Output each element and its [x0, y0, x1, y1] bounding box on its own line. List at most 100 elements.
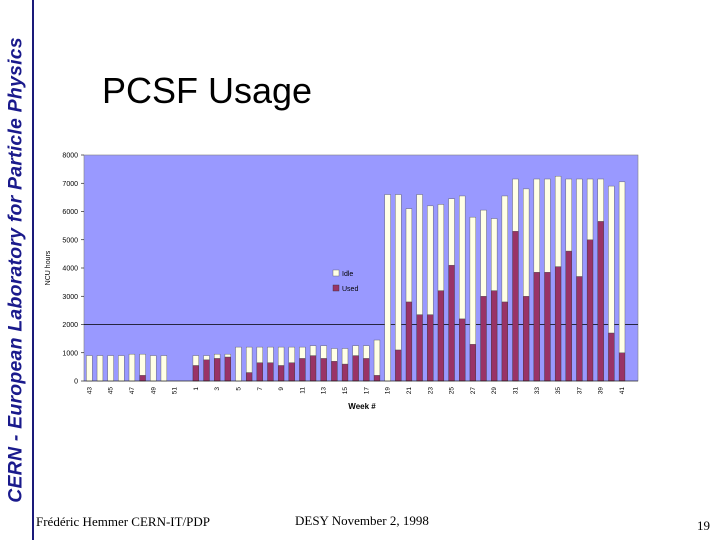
bar-used [544, 272, 551, 382]
footer-event: DESY November 2, 1998 [295, 513, 429, 528]
bar-idle [416, 194, 423, 315]
bar-idle [384, 194, 391, 382]
bar-idle [214, 353, 221, 359]
y-tick-label: 6000 [62, 209, 78, 216]
x-tick-label: 1 [193, 387, 200, 391]
bar-idle [395, 194, 402, 351]
x-tick-label: 31 [512, 387, 519, 395]
bar-idle [331, 348, 338, 362]
bar-used [501, 301, 508, 382]
bar-idle [246, 346, 253, 373]
bar-used [565, 250, 572, 382]
bar-idle [107, 355, 114, 382]
x-tick-label: 13 [321, 387, 328, 395]
bar-used [618, 352, 626, 382]
bar-idle [363, 345, 370, 359]
bar-used [437, 290, 445, 382]
bar-used [448, 264, 455, 382]
bar-used [267, 362, 274, 382]
bar-idle [128, 353, 136, 382]
x-tick-label: 39 [598, 387, 605, 395]
x-tick-label: 21 [406, 387, 413, 395]
bar-used [224, 356, 231, 382]
bar-idle [373, 339, 381, 376]
bar-idle [491, 218, 498, 291]
bar-idle [86, 355, 93, 382]
legend-label-used: Used [342, 286, 358, 293]
bar-idle [469, 216, 476, 345]
bar-used [597, 221, 604, 382]
bar-used [214, 358, 221, 382]
y-axis-title: NCU hours [45, 250, 52, 285]
bar-idle [192, 355, 199, 366]
bar-idle [523, 188, 530, 297]
sidebar: CERN - European Laboratory for Particle … [0, 0, 34, 540]
bar-idle [224, 353, 231, 358]
y-tick-label: 0 [74, 379, 78, 386]
y-tick-label: 1000 [62, 350, 78, 357]
bar-used [533, 272, 540, 382]
bar-idle [480, 209, 487, 297]
bar-used [320, 358, 327, 382]
y-tick-label: 8000 [62, 153, 78, 160]
bar-idle [320, 345, 327, 359]
legend-swatch-used [332, 284, 340, 292]
bar-used [352, 355, 359, 382]
bar-used [405, 301, 413, 382]
x-tick-label: 3 [214, 387, 221, 391]
x-tick-label: 25 [449, 387, 456, 395]
bar-idle [544, 178, 551, 273]
bar-idle [437, 204, 445, 291]
bar-used [331, 361, 338, 382]
bar-idle [586, 178, 594, 240]
y-tick-label: 4000 [62, 266, 78, 273]
bar-idle [203, 355, 210, 361]
x-tick-label: 17 [363, 387, 370, 395]
bar-used [246, 372, 253, 382]
bar-idle [352, 345, 359, 356]
bar-idle [576, 178, 583, 277]
bar-idle [608, 185, 615, 334]
bar-idle [405, 208, 413, 303]
y-tick-label: 5000 [62, 237, 78, 244]
bar-used [554, 266, 562, 382]
bar-used [576, 276, 583, 382]
bar-idle [533, 178, 540, 273]
footer-author: Frédéric Hemmer CERN-IT/PDP [36, 514, 211, 529]
bar-idle [277, 346, 285, 366]
y-tick-label: 2000 [62, 322, 78, 329]
bar-used [586, 239, 594, 382]
bar-idle [341, 348, 349, 365]
bar-idle [597, 178, 604, 222]
bar-idle [565, 178, 572, 252]
bar-used [288, 362, 295, 382]
x-tick-label: 23 [427, 387, 434, 395]
x-tick-label: 27 [470, 387, 477, 395]
x-tick-label: 9 [278, 387, 285, 391]
slide-title: PCSF Usage [102, 70, 313, 111]
bar-used [491, 290, 498, 382]
x-tick-label: 7 [257, 387, 264, 391]
bar-idle [139, 353, 146, 376]
bar-used [480, 296, 487, 382]
bar-used [395, 349, 402, 382]
bar-used [139, 375, 146, 382]
bar-used [309, 355, 317, 382]
bar-idle [96, 355, 104, 382]
bar-idle [459, 195, 466, 320]
x-axis-title: Week # [348, 402, 376, 411]
x-tick-label: 47 [129, 387, 136, 395]
bar-idle [256, 346, 263, 363]
x-tick-label: 41 [619, 387, 626, 395]
x-tick-label: 37 [576, 387, 583, 395]
legend-label-idle: Idle [342, 271, 353, 278]
bar-idle [448, 198, 455, 266]
x-tick-label: 29 [491, 387, 498, 395]
y-tick-label: 3000 [62, 294, 78, 301]
x-tick-label: 19 [385, 387, 392, 395]
bar-idle [160, 355, 168, 382]
bar-used [427, 314, 434, 382]
legend-swatch-idle [332, 269, 340, 277]
bar-used [459, 318, 466, 382]
x-tick-label: 35 [555, 387, 562, 395]
